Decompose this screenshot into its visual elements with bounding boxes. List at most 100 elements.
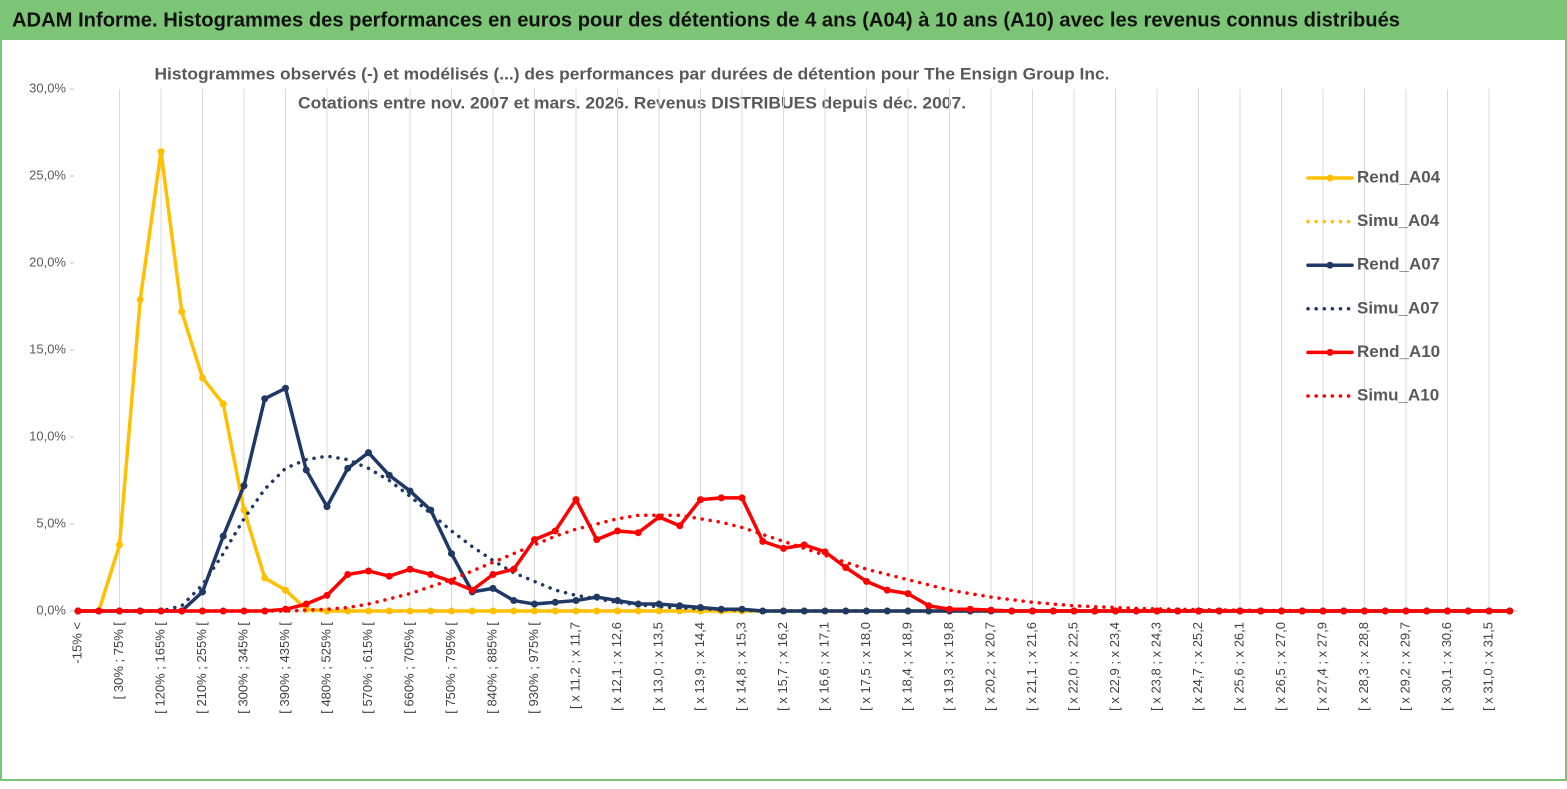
series-marker <box>572 597 580 605</box>
series-marker <box>531 600 538 608</box>
series-marker <box>1444 607 1451 615</box>
x-tick-label: [ x 19,3 ; x 19,8 <box>941 622 956 711</box>
x-tick-label: [ x 22,9 ; x 23,4 <box>1107 622 1122 711</box>
x-tick-label: [ x 12,1 ; x 12,6 <box>609 622 624 711</box>
series-marker <box>427 607 435 615</box>
series-marker <box>116 541 123 549</box>
series-marker <box>157 148 165 156</box>
series-marker <box>863 577 870 585</box>
x-tick-label: [ x 13,0 ; x 13,5 <box>650 622 665 711</box>
series-marker <box>634 529 642 537</box>
series-marker <box>904 607 912 615</box>
series-marker <box>178 308 186 316</box>
series-marker <box>95 607 103 615</box>
series-marker <box>282 384 289 392</box>
x-tick-label: [ 750% ; 795% [ <box>443 622 458 714</box>
y-tick-label: 30,0% <box>29 80 66 95</box>
x-tick-label: [ 570% ; 615% [ <box>360 622 375 714</box>
series-marker <box>821 548 829 556</box>
x-tick-label: [ x 17,5 ; x 18,0 <box>858 622 873 711</box>
series-marker <box>489 570 497 578</box>
series-marker <box>531 536 538 544</box>
x-tick-label: [ x 23,8 ; x 24,3 <box>1148 622 1163 711</box>
legend-label: Simu_A04 <box>1357 211 1440 230</box>
series-marker <box>1132 607 1140 615</box>
series-marker <box>676 522 684 530</box>
series-marker <box>489 584 497 592</box>
series-marker <box>406 565 414 573</box>
series-marker <box>1298 607 1306 615</box>
legend-marker <box>1326 174 1334 182</box>
x-tick-label: [ 120% ; 165% [ <box>152 622 167 714</box>
x-tick-label: [ x 27,4 ; x 27,9 <box>1314 622 1329 711</box>
series-marker <box>1340 607 1348 615</box>
series-marker <box>780 544 787 552</box>
banner <box>0 0 1567 40</box>
legend-marker <box>1326 348 1334 356</box>
series-marker <box>593 536 601 544</box>
series-marker <box>199 588 206 596</box>
series-marker <box>1008 607 1016 615</box>
series-marker <box>946 605 953 613</box>
x-tick-label: [ x 24,7 ; x 25,2 <box>1190 622 1205 711</box>
series-marker <box>572 496 580 504</box>
series-marker <box>427 570 435 578</box>
y-tick-label: 20,0% <box>29 254 66 269</box>
series-marker <box>510 565 518 573</box>
series-marker <box>323 503 331 511</box>
series-marker <box>883 586 891 594</box>
x-tick-label: [ 660% ; 705% [ <box>401 622 416 714</box>
y-tick-label: 10,0% <box>29 428 66 443</box>
series-marker <box>427 506 435 514</box>
series-marker <box>655 607 663 615</box>
series-marker <box>697 496 704 504</box>
series-marker <box>1485 607 1493 615</box>
series-marker <box>199 374 206 382</box>
series-marker <box>302 600 310 608</box>
x-tick-label: [ x 30,1 ; x 30,6 <box>1439 622 1454 711</box>
x-tick-label: [ x 26,5 ; x 27,0 <box>1273 622 1288 711</box>
series-marker <box>738 494 746 502</box>
subtitle-bg <box>150 60 1120 118</box>
x-tick-label: [ x 31,0 ; x 31,5 <box>1480 622 1495 711</box>
series-marker <box>717 605 725 613</box>
series-marker <box>925 602 933 610</box>
series-marker <box>448 550 455 558</box>
series-marker <box>614 527 621 535</box>
x-tick-label: [ 930% ; 975% [ <box>526 622 541 714</box>
legend-label: Rend_A04 <box>1357 167 1441 186</box>
legend-marker <box>1326 261 1334 269</box>
series-marker <box>551 598 559 606</box>
series-marker <box>468 586 476 594</box>
series-marker <box>572 607 580 615</box>
series-marker <box>800 607 808 615</box>
x-tick-label: [ x 11,2 ; x 11,7 <box>567 622 582 709</box>
series-marker <box>240 506 248 514</box>
legend-label: Simu_A10 <box>1357 385 1439 404</box>
series-marker <box>842 607 850 615</box>
series-marker <box>219 400 227 408</box>
x-tick-label: [ x 20,2 ; x 20,7 <box>982 622 997 711</box>
series-marker <box>904 590 912 598</box>
x-tick-label: [ 210% ; 255% [ <box>194 622 209 714</box>
series-marker <box>261 395 269 403</box>
series-marker <box>987 606 995 614</box>
series-marker <box>136 296 144 304</box>
series-line <box>76 513 1512 613</box>
series-marker <box>240 607 248 615</box>
legend-label: Simu_A07 <box>1357 298 1439 317</box>
series-marker <box>614 597 621 605</box>
series-line <box>76 496 1512 613</box>
x-tick-label: [ x 22,0 ; x 22,5 <box>1065 622 1080 711</box>
series-marker <box>344 464 352 472</box>
series-marker <box>531 607 538 615</box>
series-marker <box>136 607 144 615</box>
series-marker <box>863 607 870 615</box>
series-marker <box>1091 607 1099 615</box>
series-marker <box>240 482 248 490</box>
x-tick-label: [ 300% ; 345% [ <box>235 622 250 714</box>
x-tick-label: [ x 29,2 ; x 29,7 <box>1397 622 1412 711</box>
series-marker <box>717 494 725 502</box>
series-marker <box>759 537 767 545</box>
x-tick-label: [ x 28,3 ; x 28,8 <box>1356 622 1371 711</box>
